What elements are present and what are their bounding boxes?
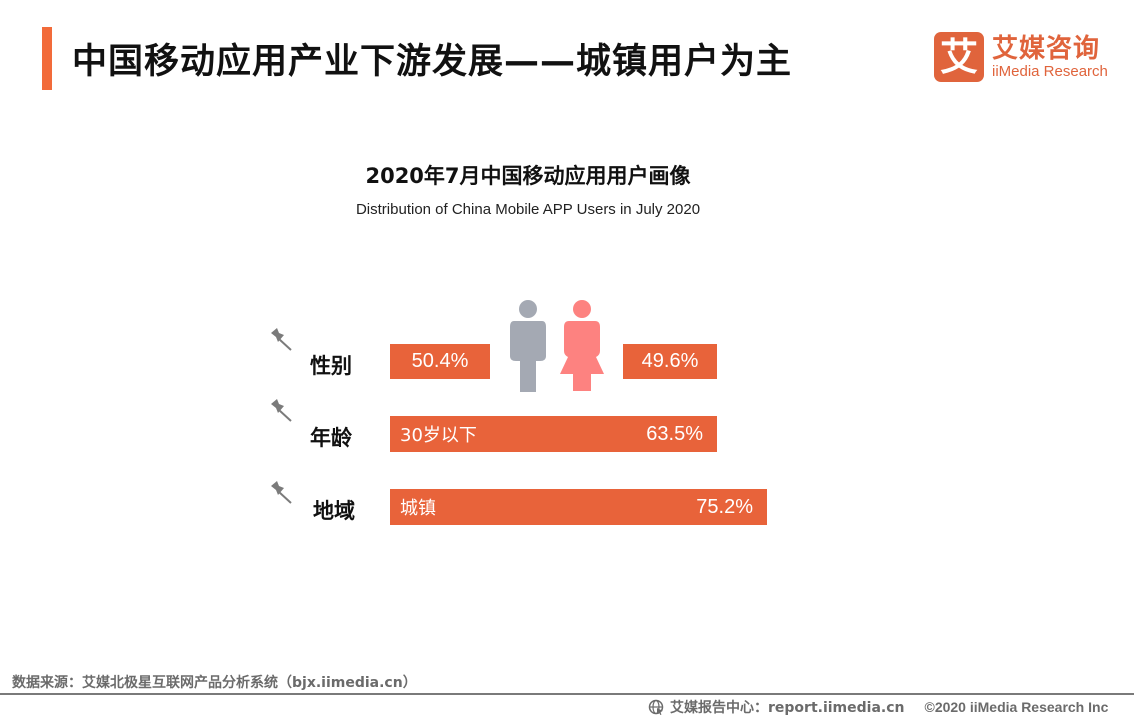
- copyright: ©2020 iiMedia Research Inc: [924, 699, 1109, 715]
- bar-value-age: 63.5%: [646, 422, 703, 445]
- title-accent-bar: [42, 27, 52, 90]
- pushpin-icon: [271, 399, 292, 422]
- bar-female: 49.6%: [623, 344, 717, 379]
- iimedia-logo: 艾 艾媒咨询 iiMedia Research: [934, 32, 1108, 82]
- bar-category-region: 城镇: [400, 498, 436, 519]
- data-source: 数据来源：艾媒北极星互联网产品分析系统（bjx.iimedia.cn）: [12, 675, 417, 691]
- globe-icon: [648, 699, 664, 715]
- male-person-icon: [510, 300, 546, 392]
- footer-credits: 艾媒报告中心：report.iimedia.cn ©2020 iiMedia R…: [648, 697, 1108, 717]
- row-label-region: 地域: [313, 499, 355, 523]
- page-title: 中国移动应用产业下游发展——城镇用户为主: [72, 42, 793, 82]
- bar-value-female: 49.6%: [641, 350, 699, 372]
- logo-mark-icon: 艾: [934, 32, 984, 82]
- bar-category-age: 30岁以下: [400, 425, 477, 446]
- chart-title: 2020年7月中国移动应用用户画像: [365, 164, 691, 188]
- bar-region: 城镇 75.2%: [390, 489, 767, 525]
- pushpin-icon: [271, 328, 292, 351]
- row-label-age: 年龄: [310, 426, 352, 450]
- row-label-gender: 性别: [310, 354, 352, 378]
- bar-age: 30岁以下 63.5%: [390, 416, 717, 452]
- bar-value-region: 75.2%: [696, 495, 753, 518]
- pushpin-icon: [271, 481, 292, 504]
- logo-name-cn: 艾媒咨询: [992, 34, 1101, 64]
- logo-name-en: iiMedia Research: [992, 63, 1108, 80]
- bar-male: 50.4%: [390, 344, 490, 379]
- female-person-icon: [560, 300, 604, 391]
- bar-value-male: 50.4%: [411, 350, 469, 372]
- report-center-link[interactable]: 艾媒报告中心：report.iimedia.cn: [670, 700, 905, 716]
- chart-subtitle: Distribution of China Mobile APP Users i…: [355, 201, 701, 218]
- footer-divider: [0, 693, 1134, 695]
